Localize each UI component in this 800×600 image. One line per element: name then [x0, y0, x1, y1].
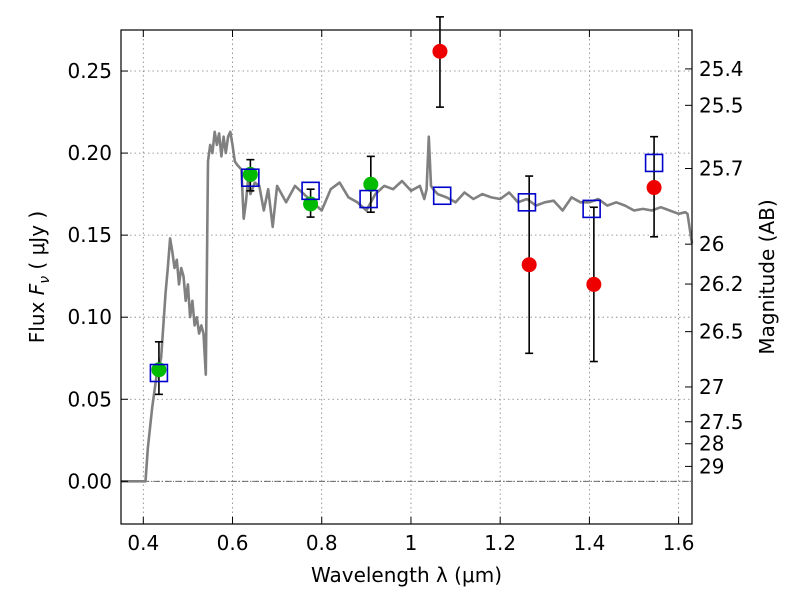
magnitude-tick-label: 27.5 [699, 410, 744, 434]
x-tick-label: 1.4 [573, 531, 605, 555]
plot-area [121, 16, 694, 483]
red-data-point [521, 257, 537, 273]
x-axis-ticks: 0.4 0.6 0.8 1 1.2 1.4 1.6 [127, 30, 695, 555]
right-axis-title: Magnitude (AB) [755, 199, 779, 354]
model-point-square [582, 199, 601, 219]
magnitude-tick-label: 25.7 [699, 157, 744, 181]
magnitude-tick-label: 26.2 [699, 272, 744, 296]
y-tick-label: 0.05 [67, 387, 112, 411]
y-axis-title-prefix: Flux [25, 295, 49, 343]
green-data-point [303, 196, 319, 212]
y-tick-label: 0.20 [67, 141, 112, 165]
y-tick-label: 0.10 [67, 305, 112, 329]
y-axis-title-symbol: F [25, 283, 49, 295]
x-tick-label: 0.8 [306, 531, 338, 555]
green-photometry-points [151, 166, 379, 378]
magnitude-tick-label: 29 [699, 454, 724, 478]
x-tick-label: 1.6 [663, 531, 695, 555]
green-data-point [363, 176, 379, 192]
model-spectrum-line [121, 130, 694, 483]
model-point-square [359, 189, 378, 209]
y-tick-label: 0.00 [67, 469, 112, 493]
green-data-point [151, 362, 167, 378]
y-axis-title-suffix: ( μJy ) [25, 211, 49, 276]
y-axis-title-subscript: ν [37, 276, 53, 284]
model-point-square [644, 153, 664, 173]
x-tick-label: 0.6 [217, 531, 249, 555]
x-tick-label: 0.4 [127, 531, 159, 555]
red-photometry-points [432, 43, 662, 292]
model-point-square [301, 181, 320, 201]
y-tick-label: 0.25 [67, 59, 112, 83]
plot-frame [120, 29, 693, 525]
magnitude-tick-label: 25.4 [699, 57, 744, 81]
y-tick-label: 0.15 [67, 223, 112, 247]
y-axis-title: Flux Fν ( μJy ) [25, 211, 53, 343]
magnitude-tick-label: 26 [699, 232, 724, 256]
x-axis-title: Wavelength λ (μm) [311, 563, 502, 587]
red-data-point [586, 276, 602, 292]
model-photometry-squares [149, 153, 664, 383]
grid [121, 30, 692, 524]
model-point-square [241, 168, 260, 188]
red-data-point [432, 43, 448, 59]
red-data-point [646, 180, 662, 196]
x-tick-label: 1.2 [484, 531, 516, 555]
model-point-square [149, 363, 169, 383]
magnitude-tick-label: 26.5 [699, 320, 744, 344]
y-axis-ticks: 0.00 0.05 0.10 0.15 0.20 0.25 [67, 59, 128, 493]
magnitude-tick-label: 28 [699, 432, 724, 456]
x-tick-label: 1 [405, 531, 418, 555]
model-point-square [517, 193, 537, 212]
magnitude-tick-label: 27 [699, 375, 724, 399]
magnitude-tick-label: 25.5 [699, 93, 744, 117]
model-point-square [432, 186, 452, 206]
green-data-point [242, 166, 258, 182]
